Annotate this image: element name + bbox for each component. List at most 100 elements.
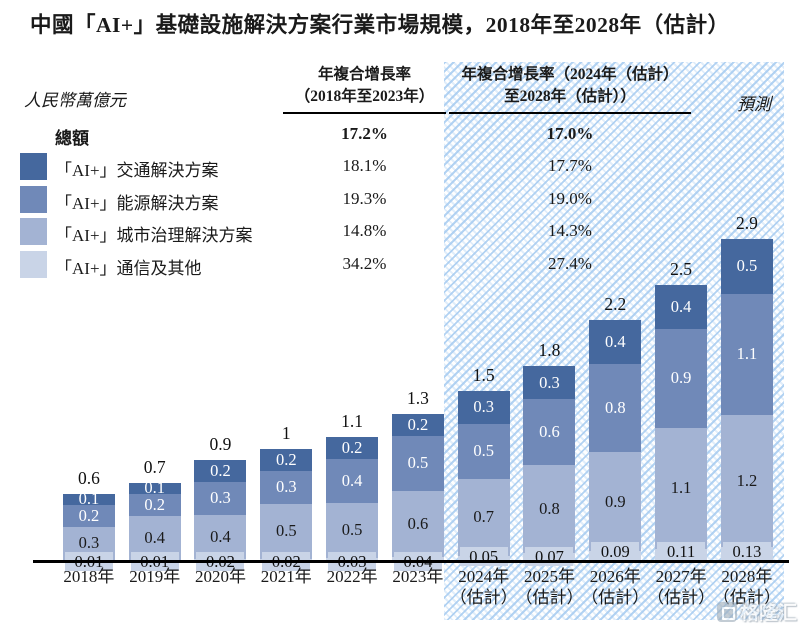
bar-segment-energy bbox=[194, 481, 247, 515]
x-tick-year: 2018年 bbox=[63, 567, 115, 586]
bar-segment-transport bbox=[523, 366, 576, 400]
bar-segment-energy bbox=[720, 293, 773, 415]
legend-label-energy: 「AI+」能源解決方案 bbox=[55, 194, 219, 213]
cagr-2018-2023-value: 19.3% bbox=[342, 189, 387, 208]
gelonghui-logo-icon bbox=[716, 601, 737, 622]
legend-row-city-governance: 「AI+」城市治理解決方案 14.8% 14.3% bbox=[0, 218, 799, 246]
legend-label-city-governance: 「AI+」城市治理解決方案 bbox=[55, 226, 253, 245]
cagr-2018-2023-value: 17.2% bbox=[341, 124, 388, 143]
legend-label-telecom-other: 「AI+」通信及其他 bbox=[55, 259, 202, 278]
legend-row-energy: 「AI+」能源解決方案 19.3% 19.0% bbox=[0, 186, 799, 214]
cagr-2018-2023-value: 34.2% bbox=[342, 254, 387, 273]
chart-title: 中國「AI+」基礎設施解決方案行業市場規模，2018年至2028年（估計） bbox=[30, 13, 730, 37]
x-axis-line bbox=[33, 560, 789, 563]
bar-segment-transport bbox=[391, 413, 444, 436]
bar-total-label: 0.7 bbox=[143, 456, 166, 477]
bar-value-label-telecom-other: 0.05 bbox=[459, 547, 508, 566]
x-axis-label-2024年: 2024年 （估計） bbox=[441, 566, 527, 608]
bar-segment-transport bbox=[720, 238, 773, 294]
bar-value-label-telecom-other: 0.07 bbox=[525, 547, 574, 566]
bar-segment-city-governance bbox=[655, 427, 708, 549]
x-tick-year: 2022年 bbox=[326, 567, 378, 586]
x-tick-year: 2019年 bbox=[129, 567, 181, 586]
x-axis-label-2019年: 2019年 bbox=[112, 566, 198, 587]
bar-total-label: 1.8 bbox=[538, 340, 561, 361]
cagr-header-2018-2023-line2: （2018年至2023年） bbox=[294, 88, 435, 106]
x-tick-estimate-note: （估計） bbox=[647, 588, 716, 607]
bar-total-label: 0.9 bbox=[209, 433, 232, 454]
x-tick-year: 2025年 bbox=[523, 567, 575, 586]
bar-segment-city-governance bbox=[523, 465, 576, 554]
bar-total-label: 2.2 bbox=[604, 294, 627, 315]
legend-row-telecom-other: 「AI+」通信及其他 34.2% 27.4% bbox=[0, 251, 799, 279]
legend-swatch-telecom-other bbox=[20, 251, 47, 278]
x-axis-label-2026年: 2026年 （估計） bbox=[572, 566, 658, 608]
x-axis-label-2018年: 2018年 bbox=[46, 566, 132, 587]
bar-segment-energy bbox=[589, 364, 642, 453]
x-tick-estimate-note: （估計） bbox=[581, 588, 650, 607]
x-tick-year: 2023年 bbox=[392, 567, 444, 586]
bar-segment-city-governance bbox=[720, 414, 773, 547]
bar-segment-transport bbox=[62, 493, 115, 505]
x-tick-estimate-note: （估計） bbox=[515, 588, 584, 607]
x-axis-label-2023年: 2023年 bbox=[375, 566, 461, 587]
bar-column-2018年: 0.010.30.20.10.6 bbox=[56, 0, 122, 571]
cagr-2024-2028-value: 19.0% bbox=[548, 189, 592, 208]
bar-segment-transport bbox=[326, 436, 379, 459]
x-axis-label-2022年: 2022年 bbox=[309, 566, 395, 587]
bar-value-label-telecom-other: 0.13 bbox=[722, 542, 771, 561]
bar-segment-city-governance bbox=[589, 452, 642, 552]
bar-value-label-telecom-other: 0.11 bbox=[657, 542, 706, 561]
bar-total-label: 1.1 bbox=[341, 410, 364, 431]
x-axis-label-2025年: 2025年 （估計） bbox=[507, 566, 593, 608]
bar-segment-energy bbox=[260, 470, 313, 504]
bar-segment-transport bbox=[457, 390, 510, 424]
bar-segment-transport bbox=[194, 459, 247, 482]
watermark-text: 格隆汇 bbox=[739, 603, 797, 624]
legend-swatch-transport bbox=[20, 153, 47, 180]
legend-row-transport: 「AI+」交通解決方案 18.1% 17.7% bbox=[0, 153, 799, 181]
bar-column-2021年: 0.020.50.30.21 bbox=[253, 0, 319, 571]
cagr-2018-2023-value: 14.8% bbox=[342, 221, 387, 240]
bar-segment-energy bbox=[655, 328, 708, 428]
x-tick-year: 2026年 bbox=[589, 567, 641, 586]
bar-total-label: 1.3 bbox=[406, 387, 429, 408]
bar-column-2020年: 0.020.40.30.20.9 bbox=[188, 0, 254, 571]
cagr-header-2018-2023: 年複合增長率 （2018年至2023年） bbox=[283, 64, 446, 114]
bar-segment-transport bbox=[589, 320, 642, 365]
x-tick-year: 2021年 bbox=[260, 567, 312, 586]
x-tick-year: 2020年 bbox=[194, 567, 246, 586]
cagr-2018-2023-value: 18.1% bbox=[342, 156, 387, 175]
bar-segment-transport bbox=[655, 284, 708, 329]
bar-segment-transport bbox=[128, 482, 181, 494]
bar-column-2028年: 0.13 1.2 1.1 0.5 2.9 bbox=[714, 0, 780, 561]
cagr-2024-2028-value: 17.0% bbox=[546, 124, 594, 143]
x-tick-year: 2027年 bbox=[655, 567, 707, 586]
bar-segment-transport bbox=[260, 448, 313, 471]
bar-total-label: 0.6 bbox=[77, 467, 100, 488]
bar-segment-energy bbox=[62, 504, 115, 527]
cagr-2024-2028-value: 17.7% bbox=[548, 156, 592, 175]
cagr-2024-2028-value: 27.4% bbox=[548, 254, 592, 273]
bar-column-2022年: 0.030.50.40.21.1 bbox=[319, 0, 385, 571]
bar-value-label-telecom-other: 0.09 bbox=[591, 542, 640, 561]
legend-label-total: 總額 bbox=[55, 129, 89, 148]
bar-segment-city-governance bbox=[326, 502, 379, 558]
cagr-header-2024-2028-line2: 至2028年（估計）） bbox=[504, 88, 636, 106]
y-axis-unit-label: 人民幣萬億元 bbox=[24, 91, 126, 110]
bar-segment-energy bbox=[457, 423, 510, 479]
bar-segment-city-governance bbox=[260, 503, 313, 559]
bar-segment-energy bbox=[326, 458, 379, 503]
bar-segment-city-governance bbox=[391, 490, 444, 557]
legend-row-total: 總額 17.2% 17.0% bbox=[0, 121, 799, 149]
bar-total-label: 1.5 bbox=[472, 364, 495, 385]
forecast-label: 預測 bbox=[737, 95, 771, 114]
bar-total-label: 2.9 bbox=[735, 212, 758, 233]
x-axis-label-2021年: 2021年 bbox=[243, 566, 329, 587]
bar-segment-energy bbox=[523, 399, 576, 466]
x-tick-estimate-note: （估計） bbox=[449, 588, 518, 607]
x-axis-label-2027年: 2027年 （估計） bbox=[638, 566, 724, 608]
legend-label-transport: 「AI+」交通解決方案 bbox=[55, 161, 219, 180]
legend-swatch-energy bbox=[20, 186, 47, 213]
cagr-header-2024-2028-line1: 年複合增長率（2024年（估計） bbox=[461, 66, 679, 83]
